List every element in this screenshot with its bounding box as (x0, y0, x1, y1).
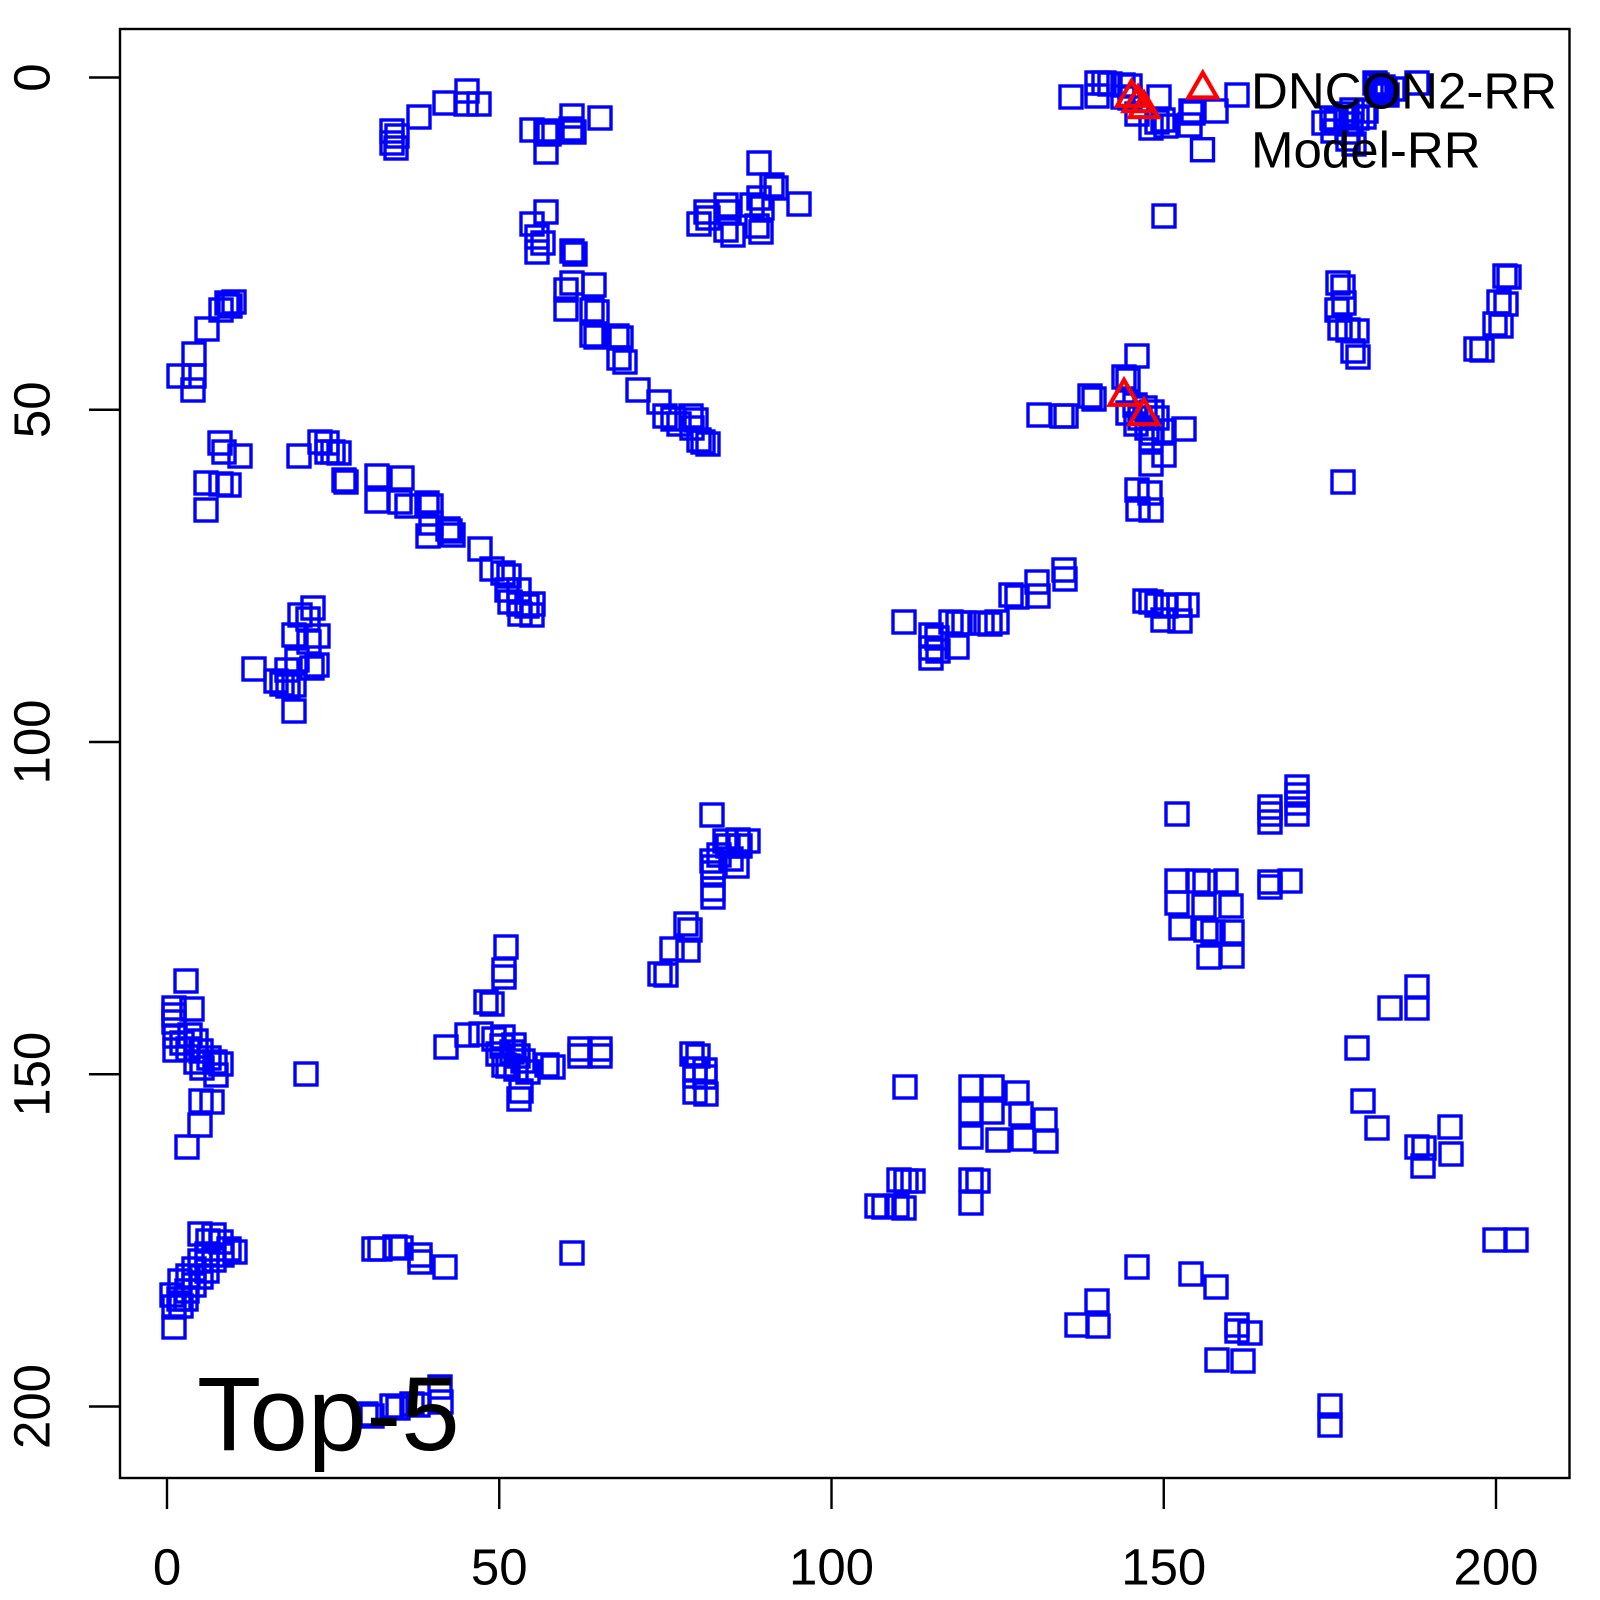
svg-text:0: 0 (153, 1539, 181, 1596)
svg-text:Model-RR: Model-RR (1251, 122, 1481, 179)
svg-text:100: 100 (4, 699, 61, 784)
svg-text:DNCON2-RR: DNCON2-RR (1251, 63, 1557, 120)
svg-text:200: 200 (4, 1364, 61, 1449)
svg-text:150: 150 (4, 1032, 61, 1117)
svg-text:50: 50 (4, 381, 61, 438)
svg-text:150: 150 (1121, 1539, 1206, 1596)
svg-text:200: 200 (1453, 1539, 1538, 1596)
svg-text:Top-5: Top-5 (197, 1356, 460, 1473)
svg-text:50: 50 (471, 1539, 528, 1596)
svg-text:0: 0 (4, 63, 61, 91)
svg-text:100: 100 (789, 1539, 874, 1596)
